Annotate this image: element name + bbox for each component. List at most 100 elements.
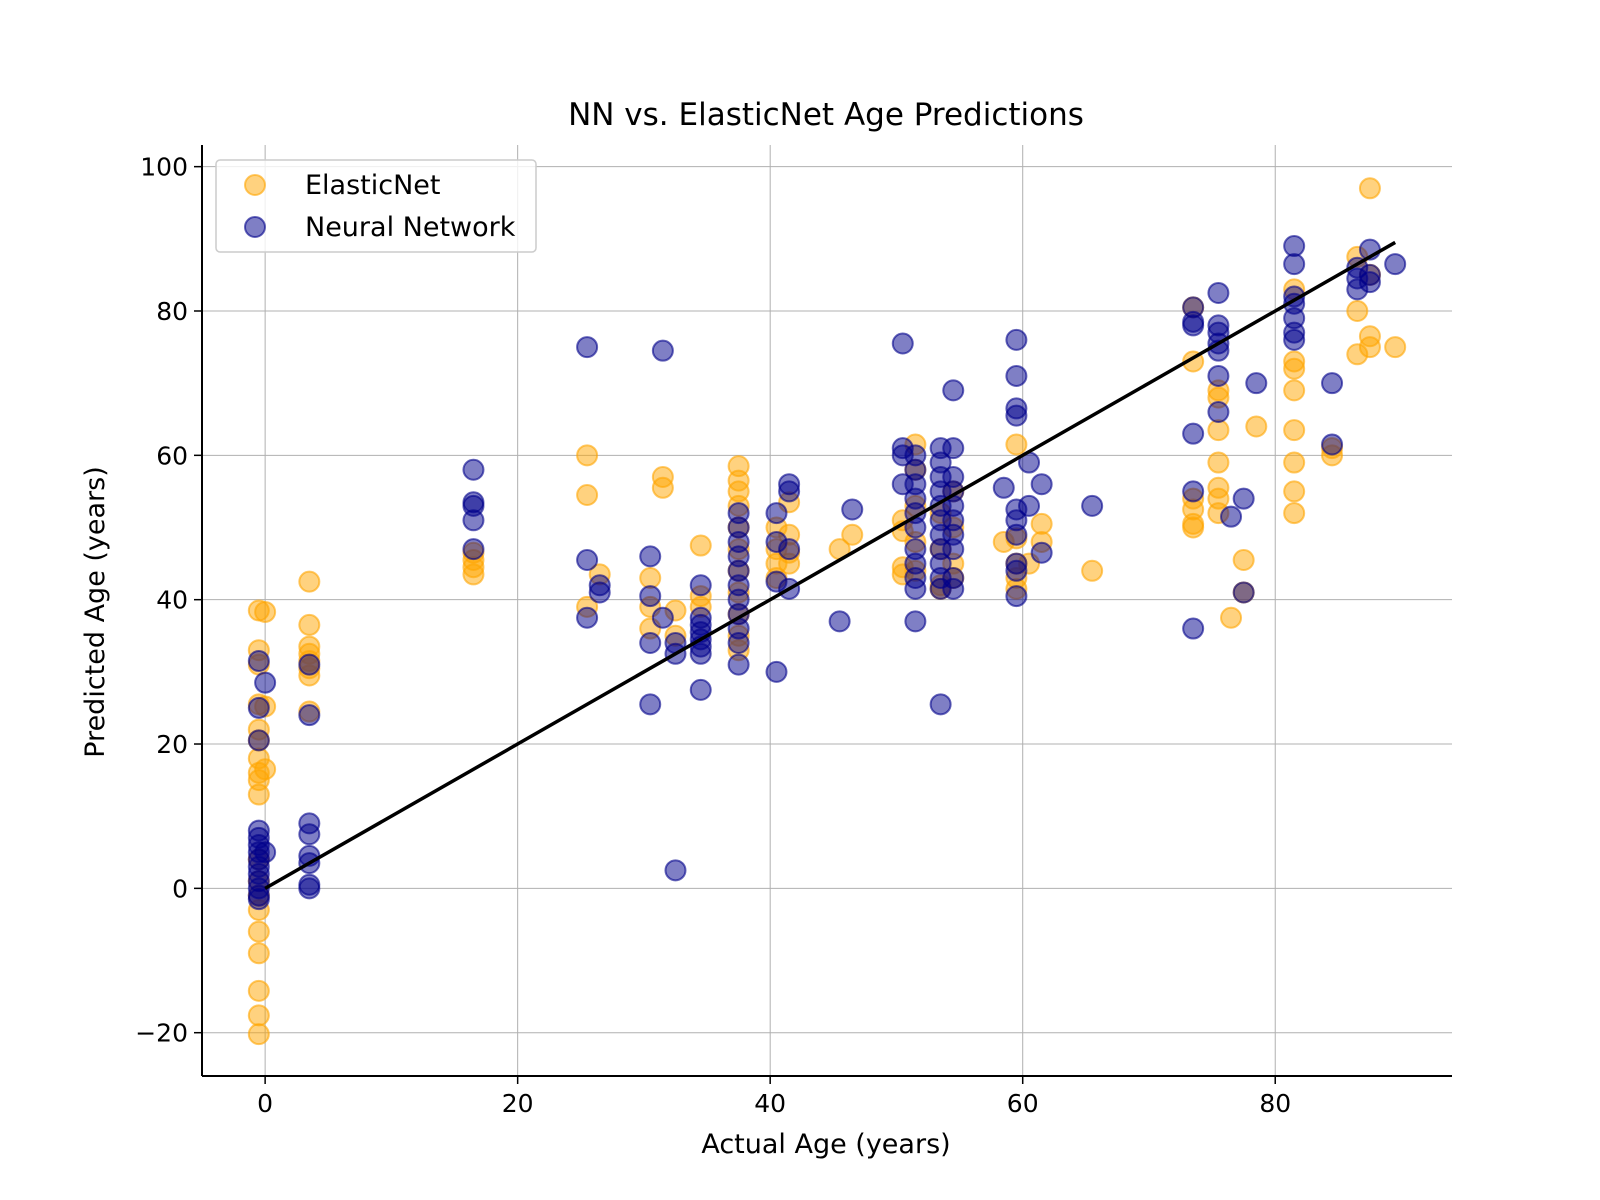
point-elasticnet [1182, 516, 1205, 539]
point-elasticnet [1283, 502, 1306, 525]
point-elasticnet [247, 783, 270, 806]
identity-line [264, 240, 1397, 890]
y-tick-label: 20 [156, 730, 188, 759]
point-neural-network [1232, 487, 1255, 510]
point-neural-network [298, 653, 321, 676]
point-neural-network [1005, 585, 1028, 608]
point-neural-network [1005, 523, 1028, 546]
point-elasticnet [1220, 606, 1243, 629]
point-neural-network [576, 336, 599, 359]
point-neural-network [1182, 480, 1205, 503]
point-neural-network [727, 631, 750, 654]
point-elasticnet [689, 534, 712, 557]
point-neural-network [576, 606, 599, 629]
point-neural-network [942, 538, 965, 561]
point-elasticnet [247, 942, 270, 965]
point-elasticnet [1283, 451, 1306, 474]
point-elasticnet [298, 570, 321, 593]
point-neural-network [1182, 422, 1205, 445]
point-neural-network [904, 610, 927, 633]
point-neural-network [639, 545, 662, 568]
point-elasticnet [1346, 299, 1369, 322]
point-neural-network [1283, 235, 1306, 258]
y-tick-label: 80 [156, 297, 188, 326]
point-neural-network [727, 653, 750, 676]
point-neural-network [639, 693, 662, 716]
point-elasticnet [576, 484, 599, 507]
point-neural-network [942, 379, 965, 402]
point-neural-network [1030, 541, 1053, 564]
tick-labels: 0 20 40 60 80 −20 0 20 40 60 80 100 [135, 153, 1291, 1118]
point-neural-network [298, 877, 321, 900]
identity-line-group [264, 240, 1397, 890]
point-neural-network [462, 509, 485, 532]
point-neural-network [689, 678, 712, 701]
point-neural-network [942, 437, 965, 460]
point-neural-network [778, 480, 801, 503]
point-neural-network [1321, 433, 1344, 456]
point-neural-network [247, 650, 270, 673]
point-neural-network [765, 660, 788, 683]
point-elasticnet [1384, 336, 1407, 359]
point-neural-network [1245, 372, 1268, 395]
point-neural-network [1207, 281, 1230, 304]
point-neural-network [778, 538, 801, 561]
point-elasticnet [576, 444, 599, 467]
point-neural-network [942, 577, 965, 600]
point-elasticnet [639, 567, 662, 590]
axes [201, 145, 1452, 1077]
point-elasticnet [247, 1004, 270, 1027]
point-elasticnet [254, 600, 277, 623]
point-elasticnet [1232, 548, 1255, 571]
point-neural-network [298, 704, 321, 727]
point-elasticnet [1283, 419, 1306, 442]
point-elasticnet [1358, 336, 1381, 359]
point-neural-network [639, 631, 662, 654]
point-elasticnet [651, 476, 674, 499]
point-neural-network [1220, 505, 1243, 528]
point-elasticnet [298, 613, 321, 636]
point-neural-network [462, 538, 485, 561]
point-elasticnet [1207, 419, 1230, 442]
point-neural-network [992, 476, 1015, 499]
point-elasticnet [247, 979, 270, 1002]
legend-label-elasticnet: ElasticNet [305, 170, 441, 201]
point-neural-network [1081, 494, 1104, 517]
y-tick-label: 40 [156, 586, 188, 615]
point-elasticnet [1283, 379, 1306, 402]
point-neural-network [1182, 617, 1205, 640]
point-elasticnet [1358, 177, 1381, 200]
point-neural-network [1018, 494, 1041, 517]
point-neural-network [1207, 401, 1230, 424]
legend-box [215, 159, 537, 253]
point-neural-network [891, 332, 914, 355]
y-tick-label: 0 [172, 874, 188, 903]
y-tick-label: 100 [140, 153, 188, 182]
point-neural-network [904, 577, 927, 600]
point-elasticnet [1283, 357, 1306, 380]
x-axis-label: Actual Age (years) [701, 1129, 950, 1160]
point-neural-network [651, 339, 674, 362]
y-axis-label: Predicted Age (years) [80, 466, 111, 758]
point-elasticnet [1207, 451, 1230, 474]
legend-marker-neural-network [244, 216, 266, 238]
point-neural-network [1182, 314, 1205, 337]
y-tick-label: −20 [135, 1019, 188, 1048]
chart-title: NN vs. ElasticNet Age Predictions [568, 97, 1084, 133]
x-tick-label: 20 [502, 1089, 534, 1118]
point-neural-network [1005, 364, 1028, 387]
point-neural-network [298, 823, 321, 846]
point-neural-network [1358, 271, 1381, 294]
legend: ElasticNet Neural Network [215, 159, 537, 253]
point-elasticnet [1030, 512, 1053, 535]
point-neural-network [841, 498, 864, 521]
point-neural-network [1283, 253, 1306, 276]
data-points [247, 177, 1407, 1046]
x-tick-label: 40 [754, 1089, 786, 1118]
point-elasticnet [1081, 559, 1104, 582]
point-neural-network [828, 610, 851, 633]
x-tick-label: 80 [1259, 1089, 1291, 1118]
point-neural-network [1005, 404, 1028, 427]
point-neural-network [588, 581, 611, 604]
point-neural-network [1384, 253, 1407, 276]
